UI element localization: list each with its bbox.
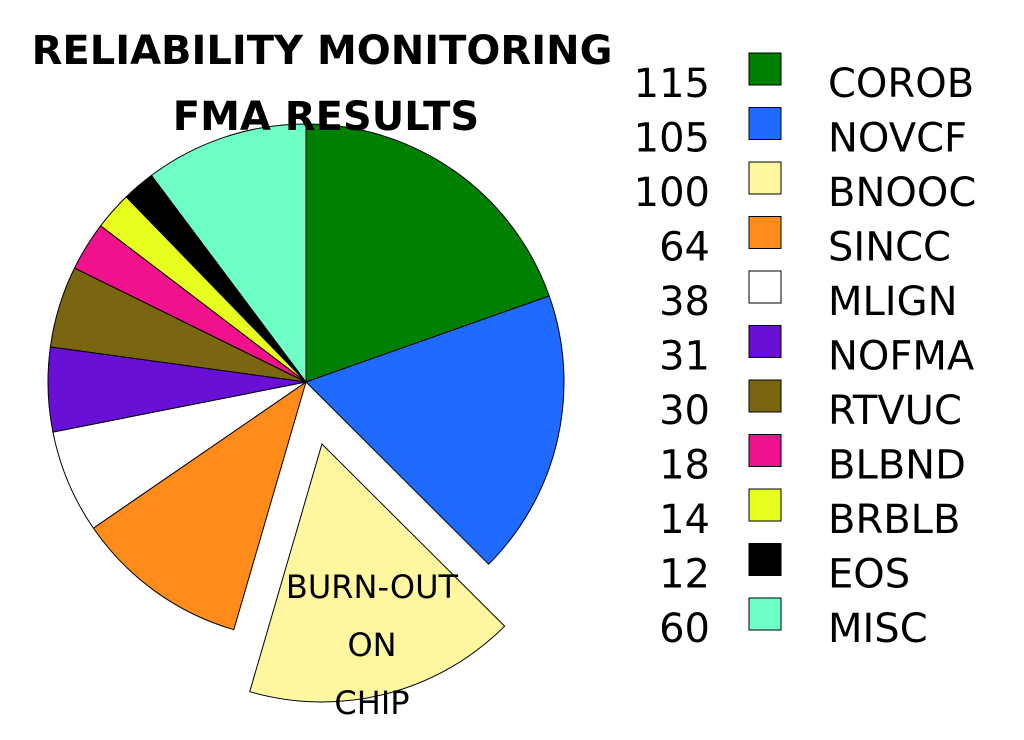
legend-value: 38 <box>659 279 710 325</box>
legend-swatch <box>748 434 782 467</box>
legend-label: BLBND <box>828 443 966 489</box>
legend-swatch <box>748 325 782 358</box>
legend-label: SINCC <box>828 225 951 271</box>
legend-value: 60 <box>659 606 710 652</box>
legend-entry-mlign: 38 MLIGN <box>659 270 958 325</box>
legend-label: MLIGN <box>828 279 958 325</box>
legend-value: 100 <box>634 170 710 216</box>
legend-label: BNOOC <box>828 170 976 216</box>
legend-swatch <box>748 270 782 304</box>
legend-label: EOS <box>828 552 910 598</box>
legend-entry-eos: 12 EOS <box>659 543 910 598</box>
legend-label: COROB <box>828 61 974 107</box>
legend-label: MISC <box>828 606 928 652</box>
legend-value: 105 <box>634 116 710 162</box>
legend-swatch <box>748 107 782 140</box>
slice-annotation-line: ON <box>347 626 396 664</box>
legend-entry-blbnd: 18 BLBND <box>659 434 966 489</box>
pie-slice-bnooc <box>249 443 506 703</box>
legend-entry-rtvuc: 30 RTVUC <box>659 379 962 434</box>
legend-value: 64 <box>659 225 710 271</box>
legend-swatch <box>748 161 782 195</box>
chart-title: RELIABILITY MONITORING FMA RESULTS <box>32 28 613 140</box>
slice-annotation-line: CHIP <box>334 684 409 722</box>
legend-label: NOFMA <box>828 334 975 380</box>
legend-entry-nofma: 31 NOFMA <box>659 325 975 380</box>
pie-slice-sincc <box>92 380 307 631</box>
legend-swatch <box>748 597 782 631</box>
legend-entry-corob: 115 COROB <box>634 52 974 107</box>
legend-value: 12 <box>659 552 710 598</box>
legend-entry-bnooc: 100 BNOOC <box>634 161 976 216</box>
legend-swatch <box>748 52 782 86</box>
pie-slice-corob <box>305 123 550 383</box>
legend-value: 30 <box>659 388 710 434</box>
legend-entry-sincc: 64 SINCC <box>659 216 951 271</box>
legend-label: BRBLB <box>828 497 960 543</box>
legend-value: 31 <box>659 334 710 380</box>
legend-swatch <box>748 216 782 249</box>
legend-entry-novcf: 105 NOVCF <box>634 107 967 162</box>
chart-title-line: FMA RESULTS <box>173 94 479 140</box>
legend-label: RTVUC <box>828 388 962 434</box>
pie-slices <box>47 123 565 703</box>
legend-value: 115 <box>634 61 710 107</box>
pie-slice-misc <box>150 123 307 384</box>
chart-title-line: RELIABILITY MONITORING <box>32 28 613 74</box>
legend-label: NOVCF <box>828 116 967 162</box>
legend-swatch <box>748 488 782 522</box>
legend-swatch <box>748 379 782 413</box>
slice-annotation-line: BURN-OUT <box>286 568 459 606</box>
legend-value: 18 <box>659 443 710 489</box>
legend-entry-misc: 60 MISC <box>659 597 928 652</box>
legend-swatch <box>748 543 782 576</box>
legend-value: 14 <box>659 497 710 543</box>
slice-annotation: BURN-OUT ON CHIP <box>286 568 459 722</box>
pie-slice-novcf <box>305 295 565 565</box>
legend-entry-brblb: 14 BRBLB <box>659 488 960 543</box>
